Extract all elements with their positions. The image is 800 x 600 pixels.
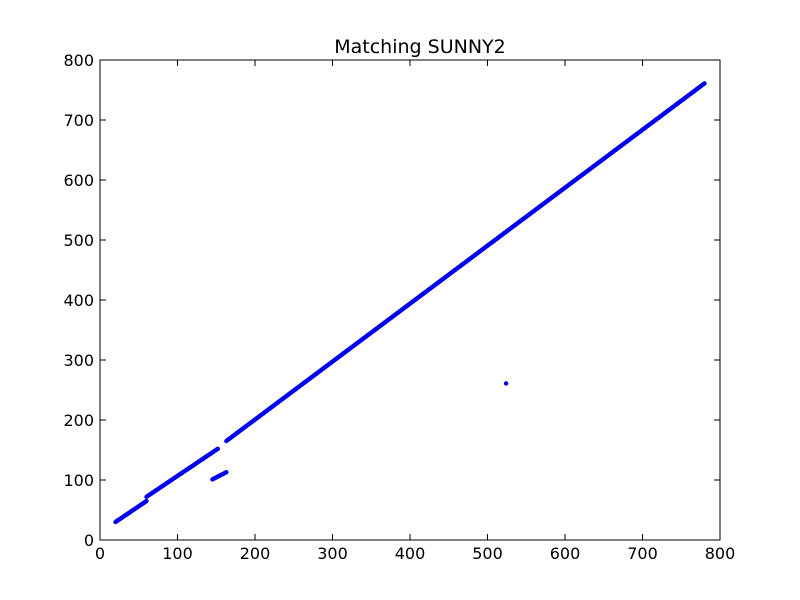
x-tick-label: 200	[240, 544, 271, 563]
data-point	[215, 446, 220, 451]
data-point	[702, 81, 707, 86]
y-tick-label: 100	[63, 471, 94, 490]
y-tick-label: 300	[63, 351, 94, 370]
x-tick-label: 400	[395, 544, 426, 563]
data-points	[113, 81, 707, 525]
chart-title: Matching SUNNY2	[334, 36, 505, 58]
y-tick-label: 600	[63, 171, 94, 190]
y-tick-label: 500	[63, 231, 94, 250]
x-tick-label: 700	[627, 544, 658, 563]
y-tick-label: 0	[84, 531, 94, 550]
x-tick-label: 100	[162, 544, 193, 563]
data-point	[224, 470, 229, 475]
data-point	[503, 381, 509, 386]
y-tick-label: 800	[63, 51, 94, 70]
y-tick-label: 700	[63, 111, 94, 130]
x-tick-label: 600	[550, 544, 581, 563]
y-tick-label: 200	[63, 411, 94, 430]
axis-ticks: 0 100 200 300 400 500 600 700 800 0 100 200 300 400 50…	[63, 51, 735, 563]
y-tick-label: 400	[63, 291, 94, 310]
data-point	[144, 498, 149, 504]
x-tick-label: 0	[95, 544, 105, 563]
x-tick-label: 500	[472, 544, 503, 563]
x-tick-label: 300	[317, 544, 348, 563]
x-tick-label: 800	[705, 544, 736, 563]
plot-frame	[99, 59, 721, 541]
